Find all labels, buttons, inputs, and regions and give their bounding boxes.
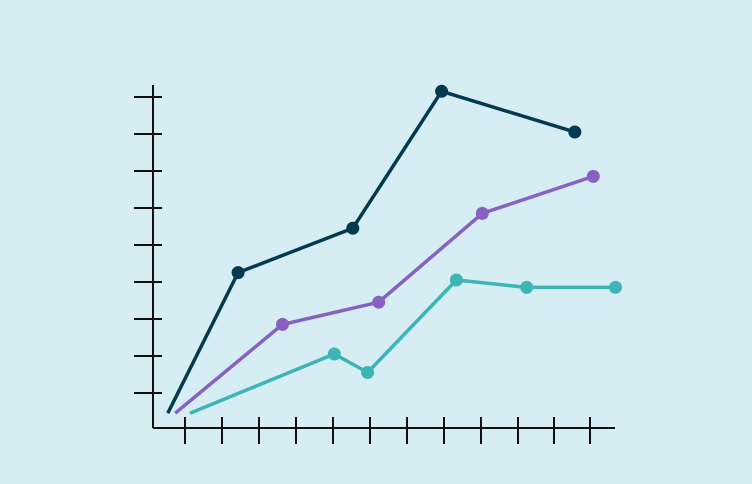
data-point [449,273,463,287]
data-point [276,317,289,331]
series-line-1 [166,89,576,414]
data-point [586,169,600,183]
data-point [327,347,341,361]
data-point [361,366,375,379]
data-point [475,206,489,220]
data-point [372,295,386,309]
series-line-3 [189,278,616,415]
data-point [435,84,449,98]
data-point [346,221,360,235]
data-point [609,280,622,294]
data-point [231,266,245,280]
data-point [568,125,582,139]
data-point [520,280,534,294]
series-line-2 [174,174,594,415]
